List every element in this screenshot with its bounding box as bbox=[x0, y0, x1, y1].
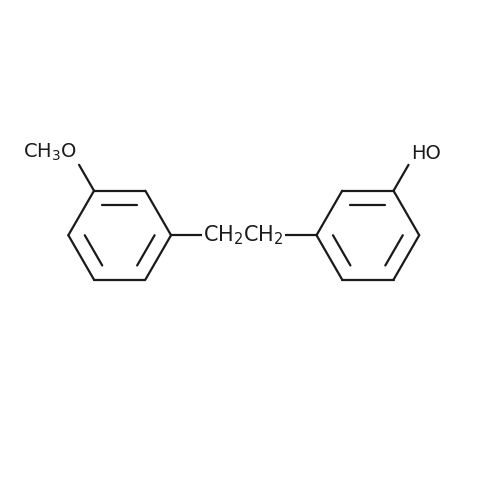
Text: CH$_3$O: CH$_3$O bbox=[23, 141, 77, 163]
Text: HO: HO bbox=[411, 144, 441, 163]
Text: CH$_2$CH$_2$: CH$_2$CH$_2$ bbox=[204, 223, 284, 247]
